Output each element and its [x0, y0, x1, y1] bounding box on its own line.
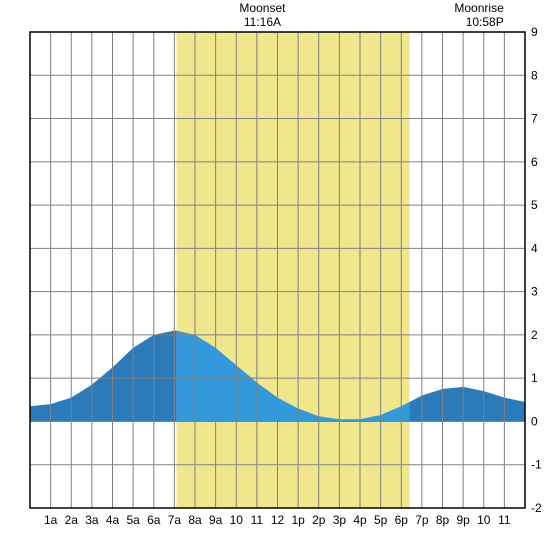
y-tick-label: 3 — [531, 285, 538, 299]
y-tick-label: 0 — [531, 414, 538, 428]
y-tick-label: 5 — [531, 198, 538, 212]
y-tick-label: 4 — [531, 241, 538, 255]
x-tick-label: 7a — [168, 513, 182, 527]
x-tick-label: 10 — [230, 513, 244, 527]
y-tick-label: 1 — [531, 371, 538, 385]
y-tick-label: -1 — [531, 458, 542, 472]
x-tick-label: 1p — [291, 513, 305, 527]
x-tick-label: 5a — [126, 513, 140, 527]
x-tick-label: 10 — [477, 513, 491, 527]
y-tick-label: 6 — [531, 155, 538, 169]
x-tick-label: 4a — [106, 513, 120, 527]
x-tick-label: 12 — [271, 513, 285, 527]
x-tick-label: 8a — [188, 513, 202, 527]
top-label-time: 10:58P — [466, 15, 504, 29]
x-tick-label: 4p — [353, 513, 367, 527]
top-label-title: Moonrise — [454, 1, 504, 15]
y-tick-label: 7 — [531, 112, 538, 126]
x-tick-label: 11 — [498, 513, 511, 527]
x-tick-label: 2a — [65, 513, 79, 527]
x-tick-label: 11 — [251, 513, 264, 527]
x-tick-label: 8p — [436, 513, 450, 527]
tide-chart: -2-101234567891a2a3a4a5a6a7a8a9a1011121p… — [0, 0, 550, 550]
x-tick-label: 9p — [456, 513, 470, 527]
x-tick-label: 3p — [333, 513, 347, 527]
top-label-time: 11:16A — [244, 15, 281, 29]
x-tick-label: 9a — [209, 513, 223, 527]
x-tick-label: 6a — [147, 513, 161, 527]
x-tick-label: 5p — [374, 513, 388, 527]
y-tick-label: 9 — [531, 25, 538, 39]
x-tick-label: 1a — [44, 513, 58, 527]
top-label-title: Moonset — [239, 1, 286, 15]
y-tick-label: -2 — [531, 501, 542, 515]
x-tick-label: 6p — [395, 513, 409, 527]
x-tick-label: 7p — [415, 513, 429, 527]
x-tick-label: 3a — [85, 513, 99, 527]
daylight-band — [176, 32, 409, 508]
y-tick-label: 2 — [531, 328, 538, 342]
chart-svg: -2-101234567891a2a3a4a5a6a7a8a9a1011121p… — [0, 0, 550, 550]
y-tick-label: 8 — [531, 68, 538, 82]
x-tick-label: 2p — [312, 513, 326, 527]
